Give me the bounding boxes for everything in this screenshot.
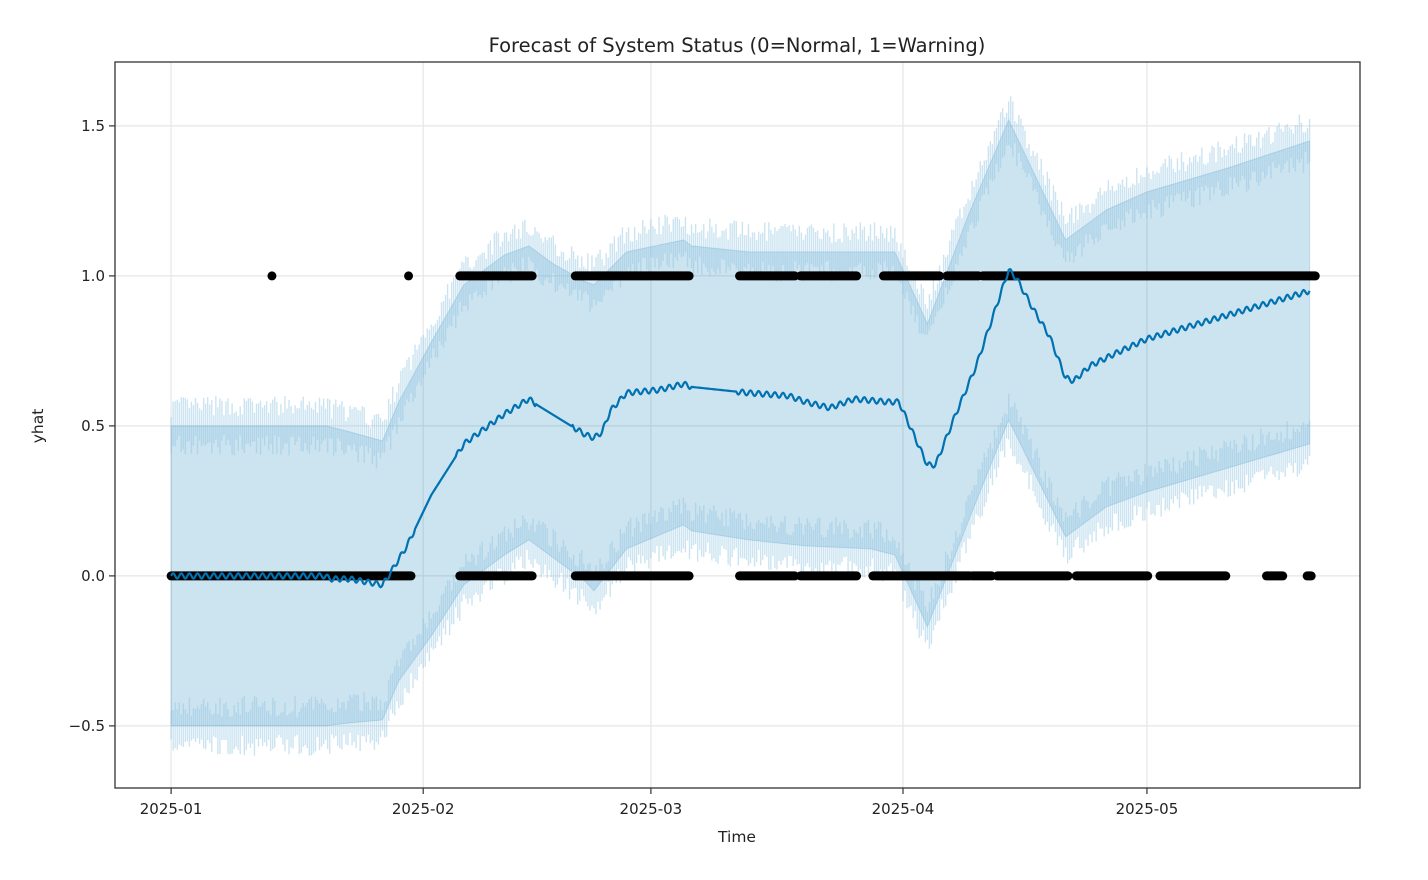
y-axis-title: yhat: [29, 409, 47, 444]
x-tick-label: 2025-04: [872, 800, 935, 818]
uncertainty-band-layer: [170, 96, 1311, 756]
forecast-line: [170, 268, 1311, 589]
forecast-line-layer: [170, 268, 1311, 589]
x-axis-title: Time: [717, 828, 756, 846]
x-axis-ticks: 2025-01 2025-02 2025-03 2025-04 2025-05: [140, 788, 1179, 818]
x-tick-label: 2025-02: [392, 800, 455, 818]
y-axis-ticks: −0.5 0.0 0.5 1.0 1.5: [69, 117, 115, 735]
y-tick-label: 0.5: [81, 417, 105, 435]
y-tick-label: 1.0: [81, 267, 105, 285]
observation-point: [267, 271, 277, 281]
x-tick-label: 2025-03: [620, 800, 683, 818]
y-tick-label: 0.0: [81, 567, 105, 585]
y-tick-label: −0.5: [69, 717, 105, 735]
uncertainty-band-edges: [170, 96, 1311, 756]
y-tick-label: 1.5: [81, 117, 105, 135]
chart-title: Forecast of System Status (0=Normal, 1=W…: [489, 34, 986, 57]
observations-layer: [166, 271, 1320, 581]
x-tick-label: 2025-05: [1116, 800, 1179, 818]
observation-point: [404, 271, 414, 281]
plot-area-frame: [114, 61, 1361, 789]
x-tick-label: 2025-01: [140, 800, 203, 818]
